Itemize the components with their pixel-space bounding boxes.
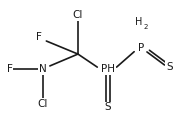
Text: S: S (166, 62, 173, 72)
Text: F: F (36, 33, 42, 42)
Text: PH: PH (101, 64, 115, 75)
Text: H: H (135, 17, 142, 27)
Text: P: P (138, 43, 144, 53)
Text: N: N (39, 64, 47, 75)
Text: 2: 2 (144, 24, 148, 30)
Text: Cl: Cl (73, 10, 83, 20)
Text: Cl: Cl (38, 99, 48, 109)
Text: F: F (7, 64, 12, 75)
Text: S: S (104, 102, 111, 112)
